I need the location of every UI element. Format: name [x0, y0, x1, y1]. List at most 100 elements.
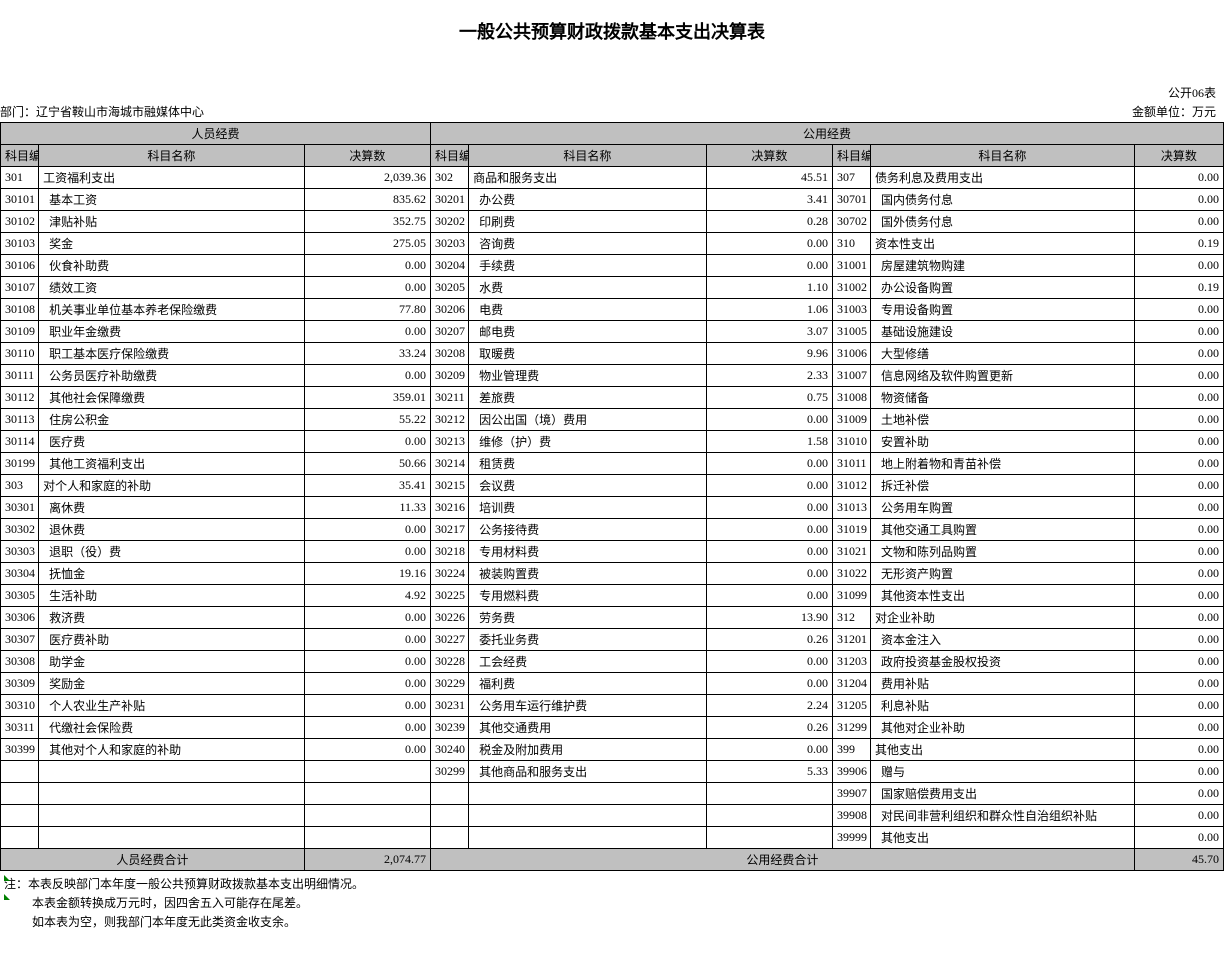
cell-code: 30305 [1, 585, 39, 607]
cell-value: 0.00 [304, 651, 430, 673]
cell-value: 0.00 [304, 541, 430, 563]
cell-name: 差旅费 [469, 387, 707, 409]
cell-name: 其他支出 [871, 739, 1135, 761]
cell-name: 无形资产购置 [871, 563, 1135, 585]
cell-name: 公务用车运行维护费 [469, 695, 707, 717]
cell-name: 公务员医疗补助缴费 [39, 365, 305, 387]
cell-value: 0.00 [304, 321, 430, 343]
cell-code: 30215 [431, 475, 469, 497]
cell-code: 30702 [832, 211, 870, 233]
table-row: 30304抚恤金19.1630224被装购置费0.0031022无形资产购置0.… [1, 563, 1224, 585]
cell-value: 5.33 [706, 761, 832, 783]
cell-code: 30102 [1, 211, 39, 233]
cell-value: 0.00 [706, 519, 832, 541]
cell-code: 30113 [1, 409, 39, 431]
cell-name: 绩效工资 [39, 277, 305, 299]
group-header-left: 人员经费 [1, 123, 431, 145]
cell-value: 0.28 [706, 211, 832, 233]
cell-code: 31011 [832, 453, 870, 475]
cell-value: 2.24 [706, 695, 832, 717]
cell-name: 利息补贴 [871, 695, 1135, 717]
cell-code: 30399 [1, 739, 39, 761]
cell-code: 30231 [431, 695, 469, 717]
cell-value [304, 827, 430, 849]
cell-name: 国内债务付息 [871, 189, 1135, 211]
cell-name: 抚恤金 [39, 563, 305, 585]
table-row: 30301离休费11.3330216培训费0.0031013公务用车购置0.00 [1, 497, 1224, 519]
cell-name: 基本工资 [39, 189, 305, 211]
cell-code: 31010 [832, 431, 870, 453]
cell-code [431, 827, 469, 849]
cell-value: 0.00 [1134, 607, 1223, 629]
cell-name: 工资福利支出 [39, 167, 305, 189]
table-row: 30102津贴补贴352.7530202印刷费0.2830702国外债务付息0.… [1, 211, 1224, 233]
cell-name: 其他交通费用 [469, 717, 707, 739]
cell-value: 0.00 [304, 739, 430, 761]
cell-name: 资本金注入 [871, 629, 1135, 651]
col-name-3: 科目名称 [871, 145, 1135, 167]
note-line: 本表金额转换成万元时，因四舍五入可能存在尾差。 [4, 894, 1220, 913]
cell-code: 30701 [832, 189, 870, 211]
cell-value [304, 761, 430, 783]
cell-name: 职业年金缴费 [39, 321, 305, 343]
cell-value: 50.66 [304, 453, 430, 475]
cell-code: 30211 [431, 387, 469, 409]
cell-value: 0.00 [1134, 255, 1223, 277]
col-name-2: 科目名称 [469, 145, 707, 167]
cell-code: 31007 [832, 365, 870, 387]
cell-value: 3.41 [706, 189, 832, 211]
cell-value: 55.22 [304, 409, 430, 431]
group-header-right: 公用经费 [431, 123, 1224, 145]
cell-name: 国家赔偿费用支出 [871, 783, 1135, 805]
table-row: 30110职工基本医疗保险缴费33.2430208取暖费9.9631006大型修… [1, 343, 1224, 365]
cell-value: 0.19 [1134, 277, 1223, 299]
cell-value: 0.00 [1134, 761, 1223, 783]
cell-code: 30111 [1, 365, 39, 387]
cell-code: 30239 [431, 717, 469, 739]
cell-value: 0.00 [1134, 431, 1223, 453]
col-val-1: 决算数 [304, 145, 430, 167]
cell-value: 1.10 [706, 277, 832, 299]
cell-name [469, 783, 707, 805]
cell-code: 39907 [832, 783, 870, 805]
cell-code: 31205 [832, 695, 870, 717]
table-row: 30299其他商品和服务支出5.3339906赠与0.00 [1, 761, 1224, 783]
cell-value: 0.00 [706, 673, 832, 695]
cell-name: 办公设备购置 [871, 277, 1135, 299]
cell-value: 0.00 [1134, 585, 1223, 607]
cell-code: 39906 [832, 761, 870, 783]
cell-code: 307 [832, 167, 870, 189]
cell-name: 拆迁补偿 [871, 475, 1135, 497]
cell-name: 医疗费 [39, 431, 305, 453]
cell-name: 离休费 [39, 497, 305, 519]
total-left-label: 人员经费合计 [1, 849, 305, 871]
cell-value: 45.51 [706, 167, 832, 189]
cell-name: 取暖费 [469, 343, 707, 365]
cell-value [304, 805, 430, 827]
cell-value: 835.62 [304, 189, 430, 211]
cell-value: 19.16 [304, 563, 430, 585]
cell-name: 其他对企业补助 [871, 717, 1135, 739]
cell-value: 0.00 [706, 651, 832, 673]
cell-name: 资本性支出 [871, 233, 1135, 255]
cell-value: 0.00 [1134, 475, 1223, 497]
budget-table: 人员经费 公用经费 科目编码 科目名称 决算数 科目编码 科目名称 决算数 科目… [0, 122, 1224, 871]
table-row: 30302退休费0.0030217公务接待费0.0031019其他交通工具购置0… [1, 519, 1224, 541]
cell-value: 0.00 [1134, 695, 1223, 717]
column-header-row: 科目编码 科目名称 决算数 科目编码 科目名称 决算数 科目编码 科目名称 决算… [1, 145, 1224, 167]
cell-value: 0.00 [706, 409, 832, 431]
table-body: 301工资福利支出2,039.36302商品和服务支出45.51307债务利息及… [1, 167, 1224, 849]
cell-value: 1.06 [706, 299, 832, 321]
cell-code: 30206 [431, 299, 469, 321]
group-header-row: 人员经费 公用经费 [1, 123, 1224, 145]
cell-name: 对民间非营利组织和群众性自治组织补贴 [871, 805, 1135, 827]
cell-value: 0.00 [1134, 827, 1223, 849]
cell-code [1, 805, 39, 827]
cell-code: 30302 [1, 519, 39, 541]
cell-code: 30306 [1, 607, 39, 629]
cell-name: 对个人和家庭的补助 [39, 475, 305, 497]
cell-name: 土地补偿 [871, 409, 1135, 431]
total-right-label: 公用经费合计 [431, 849, 1135, 871]
cell-value [706, 827, 832, 849]
col-val-2: 决算数 [706, 145, 832, 167]
